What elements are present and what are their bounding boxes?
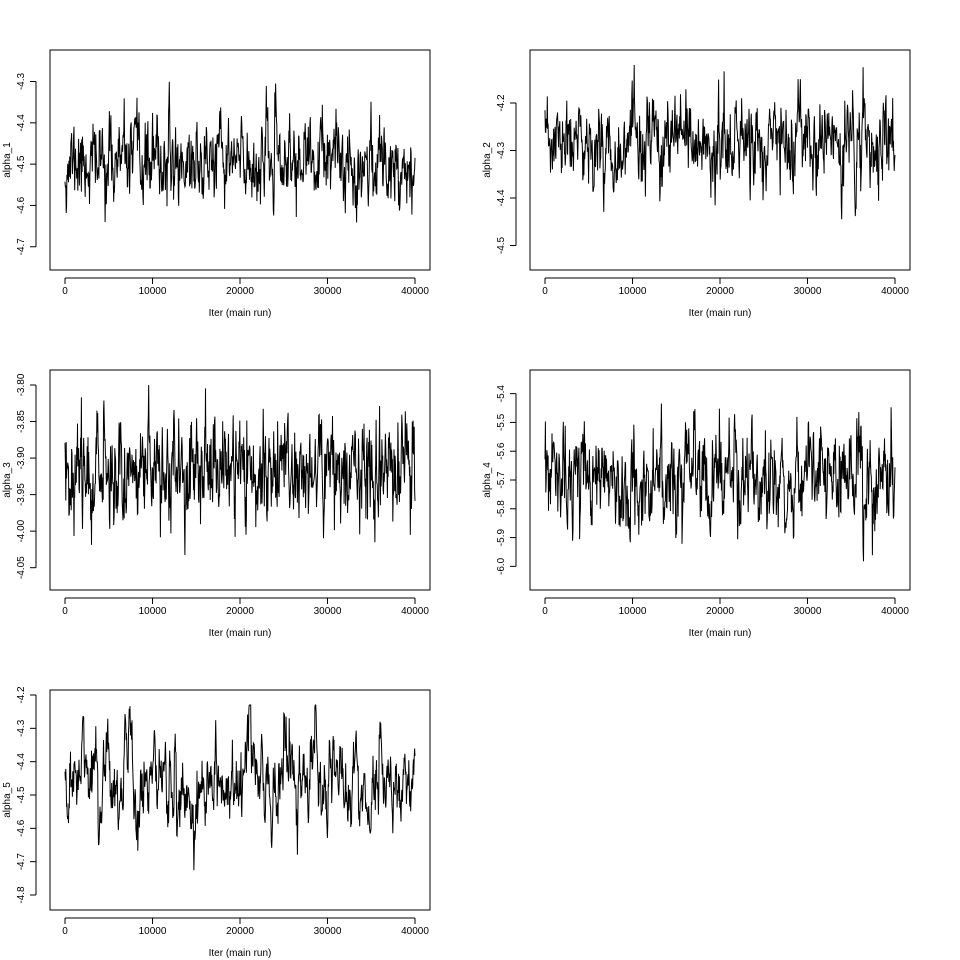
y-tick-label: -4.5 <box>16 155 27 173</box>
y-tick-label: -3.85 <box>16 410 27 433</box>
x-axis: 0 10000 20000 30000 40000 <box>62 917 429 937</box>
trace-line <box>544 403 896 562</box>
x-axis: 0 10000 20000 30000 40000 <box>62 277 429 297</box>
y-tick-label: -4.6 <box>16 196 27 214</box>
x-tick-label: 10000 <box>139 926 167 937</box>
y-axis-label: alpha_1 <box>2 142 13 178</box>
x-tick-label: 40000 <box>401 606 429 617</box>
y-axis: -6.0 -5.9 -5.8 -5.7 -5.6 -5.5 -5.4 <box>496 385 517 575</box>
y-tick-label: -4.7 <box>16 238 27 256</box>
y-tick-label: -4.5 <box>496 236 507 254</box>
y-tick-label: -4.4 <box>16 114 27 132</box>
x-tick-label: 20000 <box>226 286 254 297</box>
y-tick-label: -5.7 <box>496 471 507 489</box>
y-tick-label: -4.8 <box>16 886 27 904</box>
y-tick-label: -4.2 <box>496 94 507 112</box>
y-axis-label: alpha_3 <box>2 462 13 498</box>
x-tick-label: 40000 <box>881 606 909 617</box>
y-tick-label: -4.6 <box>16 819 27 837</box>
y-axis: -4.7 -4.6 -4.5 -4.4 -4.3 <box>16 72 37 256</box>
x-tick-label: 10000 <box>139 286 167 297</box>
trace-panel-4: 0 10000 20000 30000 40000 Iter (main run) -6.0… <box>482 369 911 639</box>
x-tick-label: 40000 <box>401 286 429 297</box>
y-tick-label: -4.05 <box>16 556 27 579</box>
x-tick-label: 30000 <box>794 286 822 297</box>
x-tick-label: 0 <box>542 286 548 297</box>
x-axis-label: Iter (main run) <box>689 628 752 639</box>
x-axis-label: Iter (main run) <box>209 628 272 639</box>
plot-frame <box>529 49 911 271</box>
y-tick-label: -3.80 <box>16 373 27 396</box>
y-tick-label: -4.2 <box>16 686 27 704</box>
y-axis: -4.8 -4.7 -4.6 -4.5 -4.4 -4.3 -4.2 <box>16 686 37 904</box>
y-tick-label: -5.5 <box>496 413 507 431</box>
x-tick-label: 10000 <box>619 606 647 617</box>
x-tick-label: 30000 <box>794 606 822 617</box>
x-tick-label: 40000 <box>881 286 909 297</box>
plot-frame <box>49 49 431 271</box>
trace-panel-5: 0 10000 20000 30000 40000 Iter (main run) -4.8… <box>2 686 431 959</box>
x-tick-label: 20000 <box>226 926 254 937</box>
y-axis: -4.05 -4.00 -3.95 -3.90 -3.85 -3.80 <box>16 373 37 579</box>
x-tick-label: 0 <box>62 606 68 617</box>
y-tick-label: -4.4 <box>16 753 27 771</box>
x-axis-label: Iter (main run) <box>209 948 272 959</box>
x-axis: 0 10000 20000 30000 40000 <box>542 277 909 297</box>
x-axis: 0 10000 20000 30000 40000 <box>62 597 429 617</box>
trace-panel-1: 0 10000 20000 30000 40000 Iter (main run) -4.7… <box>2 49 431 319</box>
y-tick-label: -4.4 <box>496 189 507 207</box>
x-axis-label: Iter (main run) <box>689 308 752 319</box>
x-tick-label: 0 <box>62 926 68 937</box>
x-axis-label: Iter (main run) <box>209 308 272 319</box>
x-tick-label: 30000 <box>314 926 342 937</box>
y-tick-label: -4.7 <box>16 853 27 871</box>
plot-frame <box>49 689 431 911</box>
plot-frame <box>49 369 431 591</box>
plot-frame <box>529 369 911 591</box>
y-tick-label: -4.00 <box>16 519 27 542</box>
trace-line <box>64 81 416 223</box>
trace-line <box>64 704 416 871</box>
y-axis-label: alpha_5 <box>2 782 13 818</box>
y-tick-label: -5.4 <box>496 385 507 403</box>
y-tick-label: -4.3 <box>16 72 27 90</box>
x-tick-label: 0 <box>62 286 68 297</box>
x-tick-label: 10000 <box>139 606 167 617</box>
y-tick-label: -4.5 <box>16 786 27 804</box>
x-tick-label: 40000 <box>401 926 429 937</box>
y-tick-label: -5.9 <box>496 529 507 547</box>
x-tick-label: 30000 <box>314 286 342 297</box>
y-tick-label: -3.90 <box>16 446 27 469</box>
x-tick-label: 10000 <box>619 286 647 297</box>
x-tick-label: 30000 <box>314 606 342 617</box>
y-tick-label: -6.0 <box>496 557 507 575</box>
x-axis: 0 10000 20000 30000 40000 <box>542 597 909 617</box>
y-tick-label: -4.3 <box>16 719 27 737</box>
y-tick-label: -4.3 <box>496 141 507 159</box>
x-tick-label: 20000 <box>706 286 734 297</box>
trace-panel-3: 0 10000 20000 30000 40000 Iter (main run) -4.0… <box>2 369 431 639</box>
y-axis: -4.5 -4.4 -4.3 -4.2 <box>496 94 517 254</box>
x-tick-label: 0 <box>542 606 548 617</box>
trace-line <box>544 64 896 220</box>
x-tick-label: 20000 <box>226 606 254 617</box>
y-tick-label: -5.6 <box>496 442 507 460</box>
trace-line <box>64 384 416 556</box>
x-tick-label: 20000 <box>706 606 734 617</box>
y-tick-label: -3.95 <box>16 483 27 506</box>
y-axis-label: alpha_4 <box>482 462 493 498</box>
y-axis-label: alpha_2 <box>482 142 493 178</box>
y-tick-label: -5.8 <box>496 500 507 518</box>
trace-panel-2: 0 10000 20000 30000 40000 Iter (main run) -4.5… <box>482 49 911 319</box>
